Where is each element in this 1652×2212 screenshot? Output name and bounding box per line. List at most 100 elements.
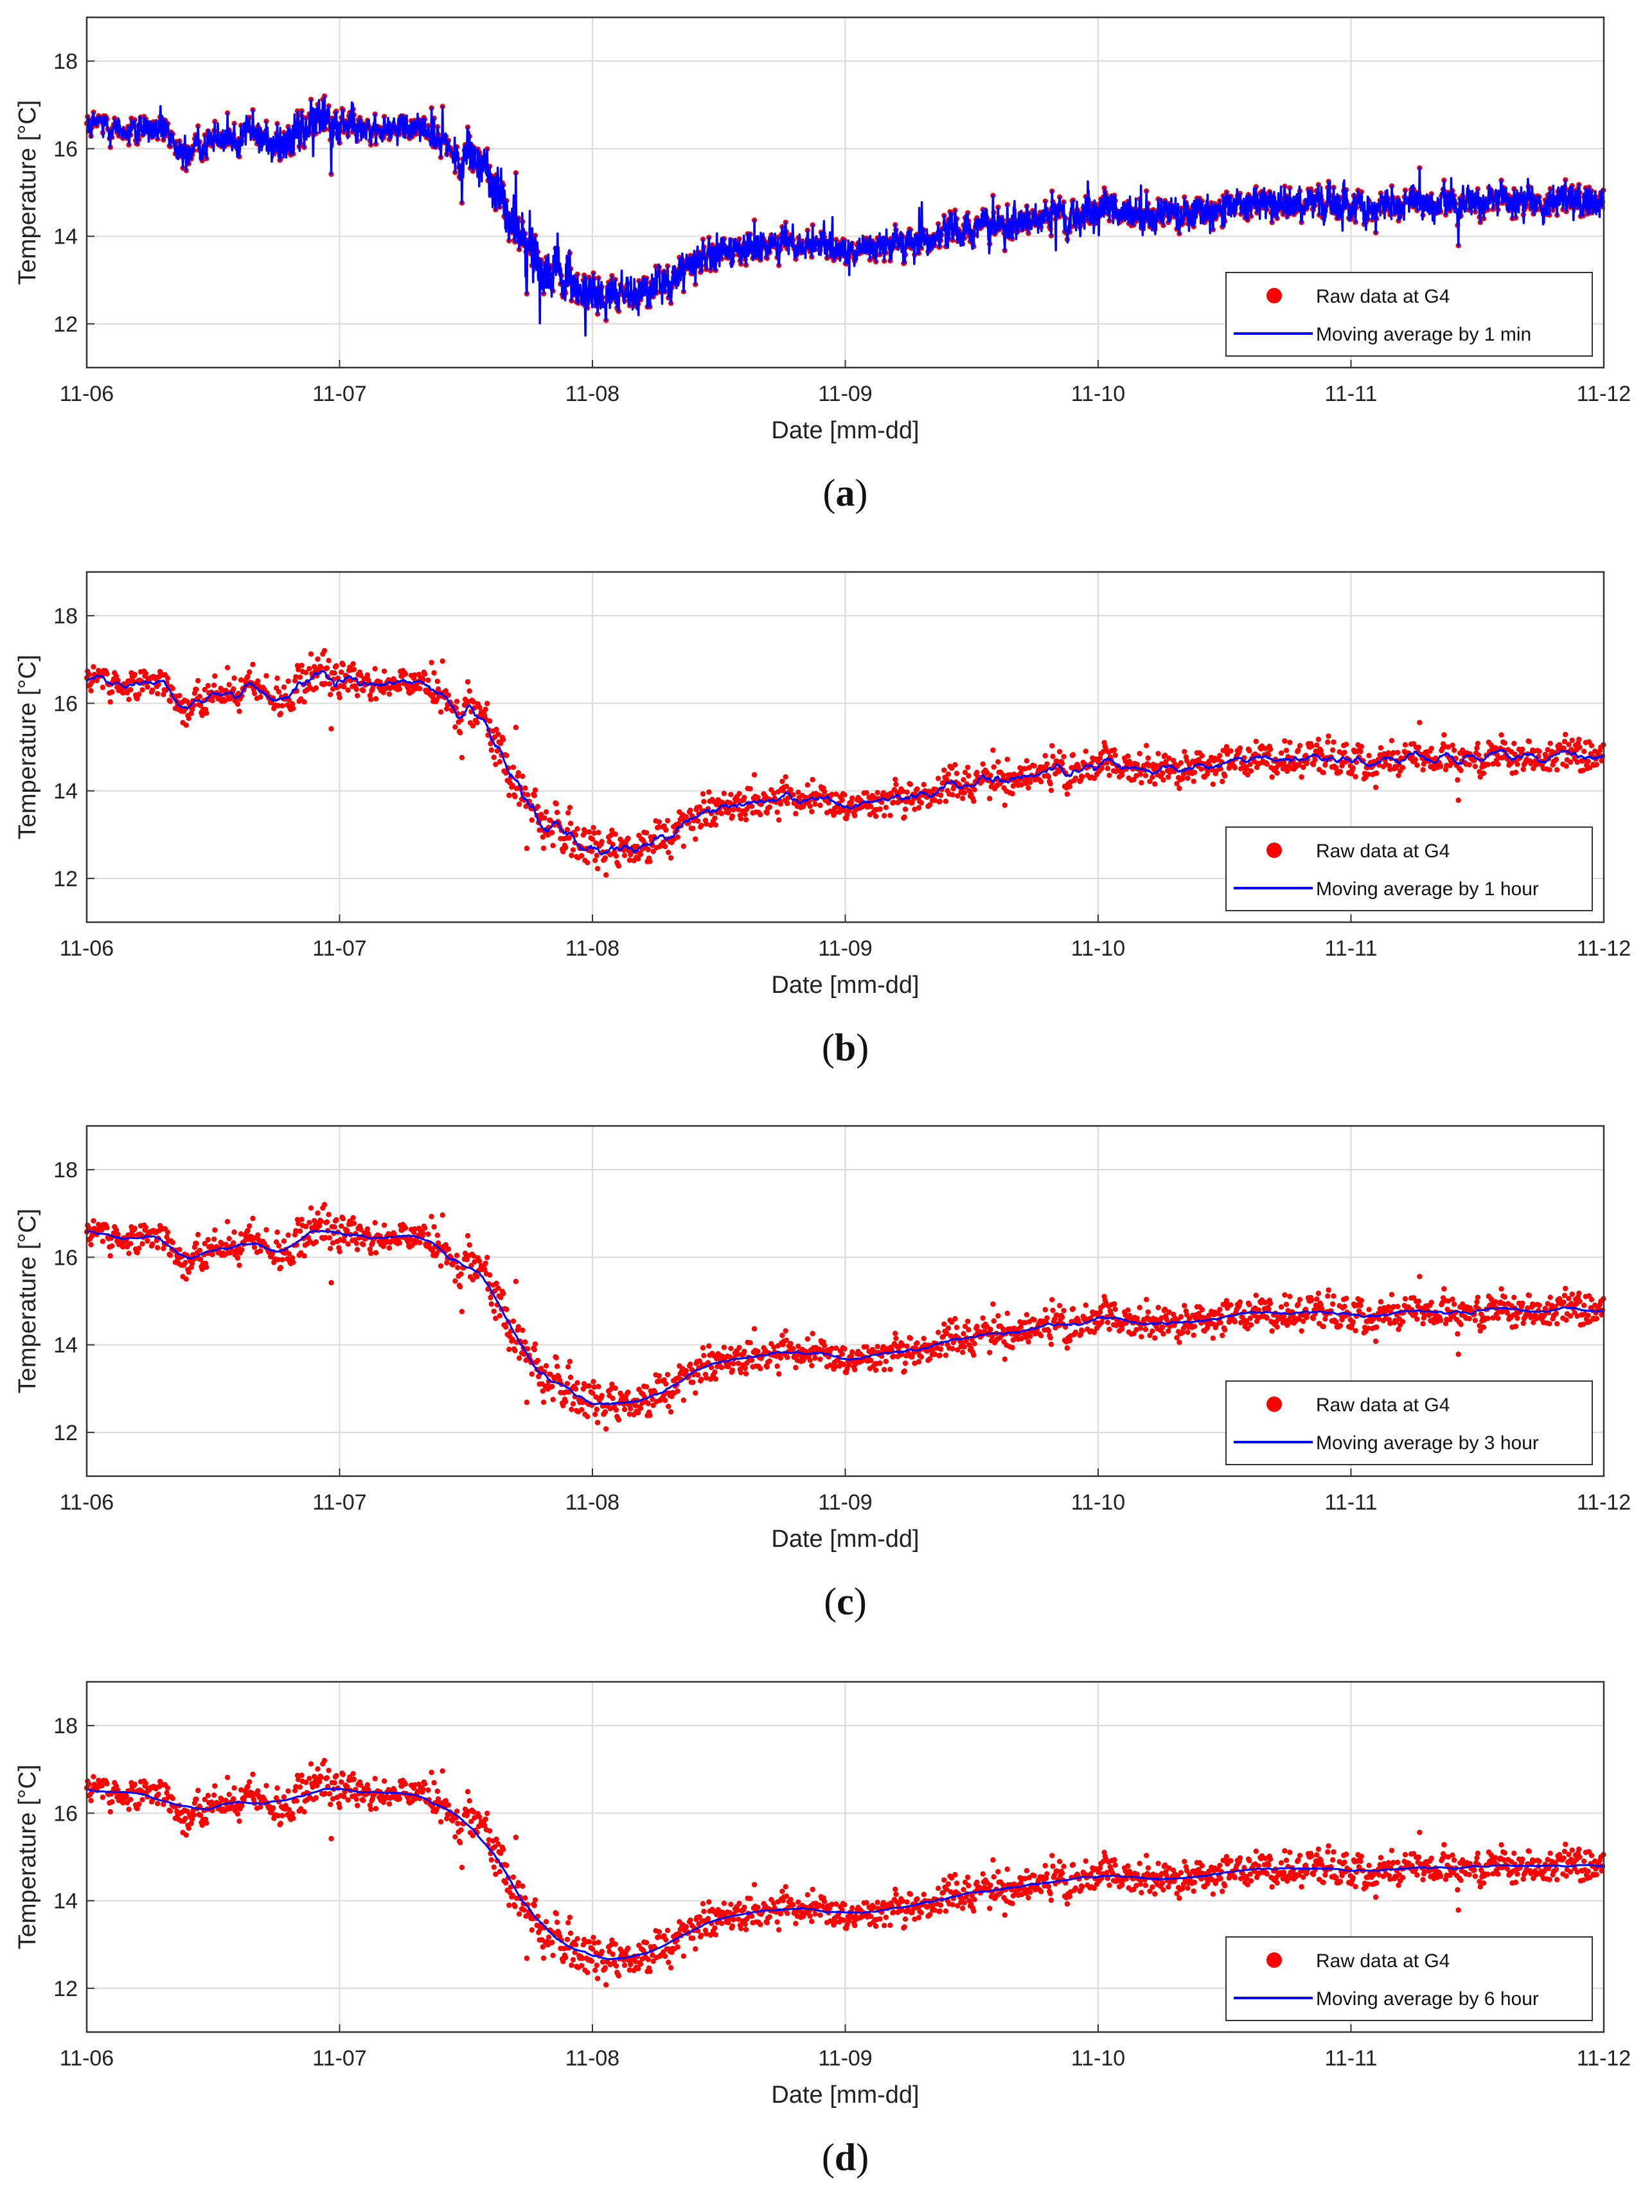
raw-data-point xyxy=(193,686,199,692)
raw-data-point xyxy=(738,1369,744,1375)
raw-data-point xyxy=(742,1348,747,1355)
raw-data-point xyxy=(104,1225,110,1231)
raw-data-point xyxy=(1566,742,1572,747)
raw-data-point xyxy=(177,1247,182,1253)
raw-data-point xyxy=(1437,763,1444,769)
raw-data-point xyxy=(849,1349,855,1355)
raw-data-point xyxy=(289,1255,296,1261)
raw-data-point xyxy=(109,1243,115,1249)
raw-data-point xyxy=(688,807,693,814)
raw-data-point xyxy=(1337,769,1344,774)
raw-data-point xyxy=(742,811,748,817)
raw-data-point xyxy=(315,1210,321,1216)
raw-data-point xyxy=(1056,749,1063,754)
raw-data-point xyxy=(1342,749,1347,756)
raw-data-point xyxy=(128,1241,134,1247)
x-tick-label: 11-08 xyxy=(565,382,619,406)
raw-data-point xyxy=(1064,791,1070,797)
raw-data-point xyxy=(742,1365,748,1371)
raw-data-point xyxy=(644,830,650,836)
x-tick-label: 11-11 xyxy=(1325,382,1378,406)
raw-data-point xyxy=(718,1364,725,1370)
raw-data-point xyxy=(1000,772,1006,778)
raw-data-point xyxy=(345,1241,351,1247)
raw-data-point xyxy=(1137,771,1144,778)
raw-data-point xyxy=(396,686,402,692)
raw-data-point xyxy=(373,696,379,702)
raw-data-point xyxy=(1287,740,1293,745)
raw-data-point xyxy=(1476,752,1482,758)
raw-data-point xyxy=(628,1405,634,1412)
raw-data-point xyxy=(235,1255,241,1261)
raw-data-point xyxy=(306,1220,312,1226)
raw-data-point xyxy=(420,1231,426,1236)
raw-data-point xyxy=(340,662,346,668)
raw-data-point xyxy=(1139,780,1144,786)
raw-data-point xyxy=(487,1272,493,1278)
chart-panel-a: 11-06 11-07 11-08 11-09 11-10 11-11 11-1212141… xyxy=(14,16,1631,514)
raw-data-point xyxy=(817,802,823,808)
raw-data-point xyxy=(1166,1328,1171,1334)
raw-data-point xyxy=(774,809,780,816)
raw-data-point xyxy=(842,1346,848,1351)
raw-data-point xyxy=(255,1232,261,1238)
raw-data-point xyxy=(603,872,609,878)
raw-data-point xyxy=(591,1378,596,1384)
raw-data-point xyxy=(299,1217,305,1222)
raw-data-point xyxy=(613,853,619,859)
raw-data-point xyxy=(1144,1297,1150,1303)
raw-data-point xyxy=(1144,743,1150,749)
raw-data-point xyxy=(592,1411,598,1417)
raw-data-point xyxy=(1177,785,1182,791)
raw-data-point xyxy=(100,684,106,690)
raw-data-point xyxy=(212,1227,218,1233)
raw-data-point xyxy=(936,776,941,781)
raw-data-point xyxy=(954,771,960,776)
raw-data-point xyxy=(1067,1337,1073,1344)
raw-data-point xyxy=(1142,772,1149,778)
raw-data-point xyxy=(563,1398,569,1405)
raw-data-point xyxy=(645,846,651,853)
raw-data-point xyxy=(1097,1309,1103,1315)
raw-data-point xyxy=(747,1340,753,1346)
raw-data-point xyxy=(308,1205,314,1211)
raw-data-point xyxy=(328,1245,333,1251)
raw-data-point xyxy=(550,843,556,848)
raw-data-point xyxy=(1199,753,1205,759)
raw-data-point xyxy=(1064,1345,1070,1351)
raw-data-point xyxy=(491,1308,497,1314)
raw-data-point xyxy=(751,772,758,778)
raw-data-point xyxy=(693,836,698,842)
raw-data-point xyxy=(637,1405,644,1411)
raw-data-point xyxy=(299,663,305,668)
raw-data-point xyxy=(1309,743,1315,749)
raw-data-point xyxy=(281,684,287,690)
raw-data-point xyxy=(1220,778,1225,785)
raw-data-point xyxy=(718,810,725,817)
raw-data-point xyxy=(1137,1305,1142,1310)
raw-data-point xyxy=(1274,770,1280,776)
raw-data-point xyxy=(1198,766,1204,772)
x-tick-label: 11-12 xyxy=(1577,382,1631,406)
raw-data-point xyxy=(1466,762,1472,768)
raw-data-point xyxy=(197,1247,202,1253)
raw-data-point xyxy=(1031,1317,1037,1323)
raw-data-point xyxy=(804,1336,811,1342)
raw-data-point xyxy=(817,1356,823,1362)
raw-data-point xyxy=(1079,774,1085,780)
raw-data-point xyxy=(1502,740,1507,746)
raw-data-point xyxy=(1389,738,1395,744)
raw-data-point xyxy=(1137,1325,1144,1331)
raw-data-point xyxy=(612,1385,618,1391)
raw-data-point xyxy=(777,801,784,807)
raw-data-point xyxy=(226,1236,232,1242)
raw-data-point xyxy=(1312,757,1318,763)
raw-data-point xyxy=(846,1362,852,1368)
raw-data-point xyxy=(1155,751,1161,756)
raw-data-point xyxy=(675,834,680,840)
raw-data-point xyxy=(231,1240,236,1246)
raw-data-point xyxy=(1160,770,1166,776)
raw-data-point xyxy=(483,706,488,712)
raw-data-point xyxy=(721,790,727,796)
raw-data-point xyxy=(454,1253,460,1258)
